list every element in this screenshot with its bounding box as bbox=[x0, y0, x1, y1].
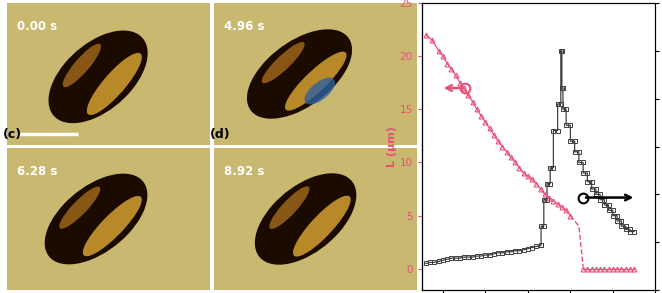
Text: 4.96 s: 4.96 s bbox=[224, 20, 265, 33]
Ellipse shape bbox=[87, 53, 142, 115]
Text: 0.00 s: 0.00 s bbox=[17, 20, 57, 33]
Ellipse shape bbox=[48, 30, 148, 123]
Y-axis label: L (μm): L (μm) bbox=[387, 126, 397, 167]
Ellipse shape bbox=[285, 52, 347, 111]
Ellipse shape bbox=[45, 174, 148, 264]
Ellipse shape bbox=[247, 29, 352, 119]
Text: (d): (d) bbox=[210, 128, 230, 141]
Ellipse shape bbox=[269, 186, 309, 229]
Ellipse shape bbox=[293, 196, 351, 257]
Ellipse shape bbox=[305, 78, 335, 105]
Ellipse shape bbox=[261, 42, 305, 83]
Ellipse shape bbox=[255, 173, 356, 265]
Text: (c): (c) bbox=[3, 128, 22, 141]
Ellipse shape bbox=[60, 187, 101, 229]
Text: 6.28 s: 6.28 s bbox=[17, 165, 57, 178]
Ellipse shape bbox=[63, 44, 101, 87]
Ellipse shape bbox=[83, 196, 142, 256]
Text: 8.92 s: 8.92 s bbox=[224, 165, 265, 178]
